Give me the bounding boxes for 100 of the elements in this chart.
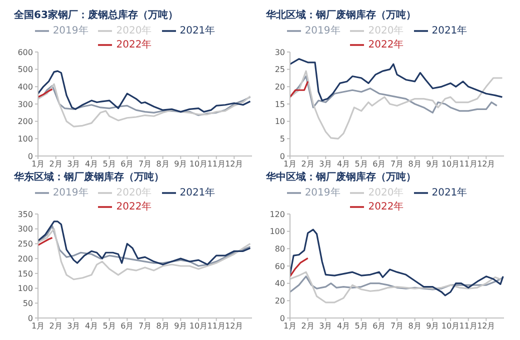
x-tick-label: 1月 — [283, 322, 297, 331]
y-tick-label: 600 — [18, 48, 33, 57]
x-tick-label: 8月 — [156, 160, 170, 169]
chart-title: 全国63家钢厂：废钢总库存（万吨） — [13, 8, 179, 22]
legend-label: 2021年 — [432, 188, 468, 199]
line-series — [290, 58, 504, 102]
x-tick-label: 10月 — [441, 322, 460, 331]
x-tick-label: 10月 — [189, 160, 208, 169]
line-series — [290, 257, 309, 278]
y-tick-label: 500 — [18, 65, 33, 74]
x-tick-label: 6月 — [372, 160, 386, 169]
x-tick-label: 4月 — [336, 160, 350, 169]
y-tick-label: 20 — [274, 82, 285, 92]
line-series — [38, 236, 54, 246]
x-tick-label: 9月 — [174, 160, 188, 169]
x-tick-label: 2月 — [301, 160, 314, 169]
y-tick-label: 400 — [18, 82, 33, 92]
legend-label: 2019年 — [52, 188, 88, 199]
y-tick-label: 5 — [280, 134, 285, 144]
y-tick-label: 0 — [28, 314, 33, 323]
line-series — [290, 228, 504, 296]
x-tick-label: 12月 — [477, 322, 496, 331]
x-tick-label: 10月 — [441, 160, 460, 169]
y-tick-label: 100 — [18, 134, 33, 144]
x-tick-label: 4月 — [84, 322, 98, 331]
x-tick-label: 12月 — [225, 160, 244, 169]
legend-label: 2022年 — [368, 40, 404, 51]
x-tick-label: 5月 — [354, 160, 368, 169]
y-tick-label: 300 — [18, 100, 33, 109]
y-tick-label: 250 — [18, 240, 33, 249]
x-tick-label: 8月 — [408, 160, 422, 169]
chart-title: 华中区域：钢厂废钢库存（万吨） — [265, 170, 417, 184]
legend-label: 2022年 — [116, 202, 152, 213]
y-tick-label: 25 — [274, 65, 285, 74]
x-tick-label: 2月 — [301, 322, 314, 331]
y-tick-label: 10 — [274, 117, 285, 126]
line-series — [290, 276, 504, 293]
chart-title: 华北区域：钢厂废钢库存（万吨） — [265, 8, 417, 22]
y-tick-label: 150 — [18, 269, 33, 278]
x-tick-label: 2月 — [49, 322, 62, 331]
x-tick-label: 11月 — [207, 160, 226, 169]
y-tick-label: 30 — [274, 48, 285, 57]
x-tick-label: 7月 — [390, 160, 404, 169]
x-tick-label: 11月 — [459, 322, 478, 331]
chart-title: 华东区域：钢厂废钢库存（万吨） — [13, 170, 165, 184]
y-tick-label: 200 — [18, 254, 33, 264]
y-tick-label: 100 — [18, 284, 33, 294]
x-tick-label: 6月 — [120, 160, 134, 169]
legend-label: 2019年 — [304, 188, 340, 199]
x-tick-label: 7月 — [390, 322, 404, 331]
legend-label: 2021年 — [180, 188, 216, 199]
legend-label: 2021年 — [180, 26, 216, 37]
x-tick-label: 3月 — [319, 322, 332, 331]
x-tick-label: 10月 — [189, 322, 208, 331]
legend-label: 2019年 — [52, 26, 88, 37]
x-tick-label: 12月 — [225, 322, 244, 331]
x-tick-label: 5月 — [102, 160, 116, 169]
y-tick-label: 120 — [270, 210, 285, 219]
x-tick-label: 1月 — [283, 160, 297, 169]
y-tick-label: 20 — [274, 296, 285, 306]
y-tick-label: 80 — [274, 244, 285, 254]
line-series — [38, 88, 54, 98]
x-tick-label: 9月 — [174, 322, 188, 331]
x-tick-label: 8月 — [408, 322, 422, 331]
x-tick-label: 7月 — [138, 322, 152, 331]
x-tick-label: 7月 — [138, 160, 152, 169]
legend-label: 2022年 — [368, 202, 404, 213]
x-tick-label: 1月 — [31, 160, 45, 169]
x-tick-label: 1月 — [31, 322, 45, 331]
y-tick-label: 15 — [274, 100, 285, 109]
x-tick-label: 4月 — [84, 160, 98, 169]
x-tick-label: 9月 — [426, 322, 440, 331]
x-tick-label: 5月 — [102, 322, 116, 331]
y-tick-label: 0 — [280, 152, 285, 161]
y-tick-label: 350 — [18, 210, 33, 219]
x-tick-label: 8月 — [156, 322, 170, 331]
y-tick-label: 60 — [274, 262, 285, 271]
x-tick-label: 5月 — [354, 322, 368, 331]
x-tick-label: 12月 — [477, 160, 496, 169]
x-tick-label: 11月 — [459, 160, 478, 169]
line-series — [38, 70, 252, 113]
x-tick-label: 11月 — [207, 322, 226, 331]
y-tick-label: 300 — [18, 224, 33, 234]
legend-label: 2019年 — [304, 26, 340, 37]
x-tick-label: 3月 — [319, 160, 332, 169]
x-tick-label: 4月 — [336, 322, 350, 331]
y-tick-label: 50 — [22, 298, 33, 308]
y-tick-label: 40 — [274, 279, 285, 288]
y-tick-label: 0 — [280, 314, 285, 323]
legend-label: 2022年 — [116, 40, 152, 51]
y-tick-label: 200 — [18, 117, 33, 126]
x-tick-label: 6月 — [120, 322, 134, 331]
y-tick-label: 0 — [28, 152, 33, 161]
x-tick-label: 6月 — [372, 322, 386, 331]
x-tick-label: 9月 — [426, 160, 440, 169]
x-tick-label: 3月 — [67, 160, 80, 169]
legend-label: 2021年 — [432, 26, 468, 37]
x-tick-label: 2月 — [49, 160, 62, 169]
y-tick-label: 100 — [270, 227, 285, 236]
x-tick-label: 3月 — [67, 322, 80, 331]
